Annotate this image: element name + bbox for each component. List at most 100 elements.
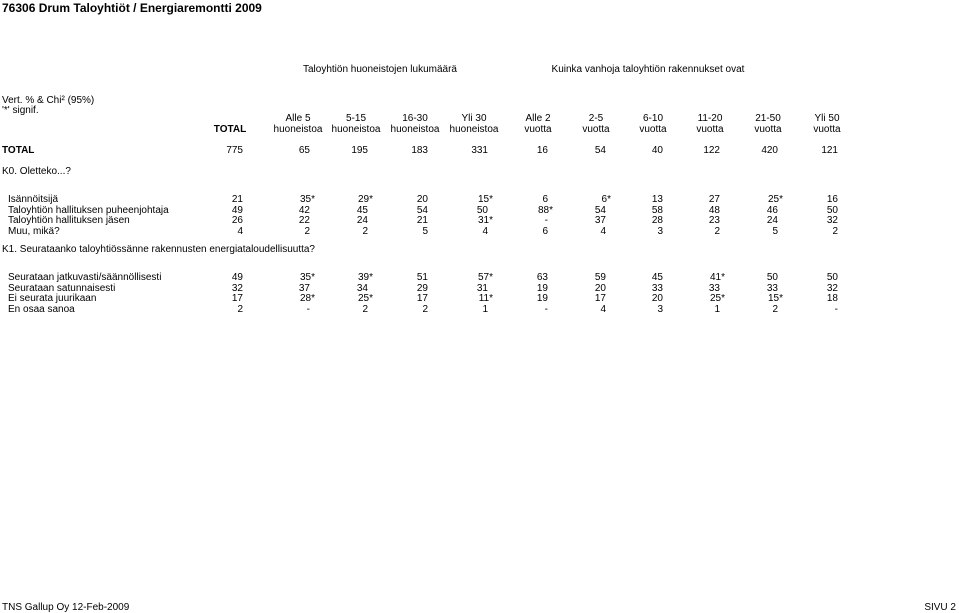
data-cell: 45 bbox=[356, 204, 368, 216]
data-cell: 32 bbox=[826, 215, 838, 226]
column-header-top: Alle 2 bbox=[525, 113, 551, 124]
data-cell: 50 bbox=[476, 204, 488, 216]
data-cell: 31 bbox=[476, 282, 488, 294]
data-cell: 22 bbox=[298, 215, 310, 226]
total-cell: 195 bbox=[351, 145, 368, 156]
stats-note: Vert. % & Chi² (95%) bbox=[2, 95, 95, 106]
data-cell: 41* bbox=[709, 272, 725, 283]
data-cell: 3 bbox=[657, 303, 663, 315]
data-cell: 2 bbox=[772, 303, 778, 315]
data-cell: - bbox=[544, 215, 548, 226]
data-cell: 49 bbox=[231, 204, 243, 216]
significance-note: '*' signif. bbox=[2, 105, 39, 116]
row-label: En osaa sanoa bbox=[8, 303, 75, 315]
data-cell: 13 bbox=[651, 194, 663, 205]
data-cell: 35* bbox=[299, 272, 315, 283]
data-cell: 1 bbox=[714, 303, 720, 315]
data-cell: 29* bbox=[357, 194, 373, 205]
data-cell: 4 bbox=[600, 225, 606, 237]
data-cell: 31* bbox=[477, 215, 493, 226]
row-label: Muu, mikä? bbox=[8, 225, 60, 237]
data-cell: 2 bbox=[714, 225, 720, 237]
row-label: Seurataan satunnaisesti bbox=[8, 282, 116, 294]
data-cell: 2 bbox=[362, 225, 368, 237]
column-header-top: Alle 5 bbox=[285, 113, 311, 124]
data-cell: 24 bbox=[356, 215, 368, 226]
question-text: K0. Oletteko...? bbox=[2, 166, 71, 177]
data-cell: 21 bbox=[231, 194, 243, 205]
data-cell: 2 bbox=[832, 225, 838, 237]
column-header-bottom: vuotta bbox=[696, 124, 724, 135]
total-cell: 121 bbox=[821, 145, 838, 156]
data-cell: 54 bbox=[594, 204, 606, 216]
data-cell: 48 bbox=[708, 204, 720, 216]
data-cell: 33 bbox=[708, 282, 720, 294]
data-cell: 29 bbox=[416, 282, 428, 294]
data-cell: 25* bbox=[709, 293, 725, 304]
data-cell: 51 bbox=[416, 272, 428, 283]
column-header-bottom: huoneistoa bbox=[273, 124, 323, 135]
total-cell: 16 bbox=[536, 145, 548, 156]
column-header-top: Yli 50 bbox=[814, 113, 840, 124]
data-cell: 39* bbox=[357, 272, 373, 283]
data-cell: 32 bbox=[826, 282, 838, 294]
total-cell: 65 bbox=[298, 145, 310, 156]
column-header-bottom: huoneistoa bbox=[449, 124, 499, 135]
row-label: Isännöitsijä bbox=[8, 194, 59, 205]
total-cell: 331 bbox=[471, 145, 488, 156]
column-header-top: 6-10 bbox=[642, 113, 663, 124]
column-header-top: 2-5 bbox=[588, 113, 604, 124]
data-cell: 42 bbox=[298, 204, 310, 216]
column-header-bottom: vuotta bbox=[524, 124, 552, 135]
total-cell: 122 bbox=[703, 145, 720, 156]
column-header-bottom: huoneistoa bbox=[390, 124, 440, 135]
footer-page-number: SIVU 2 bbox=[924, 602, 956, 613]
data-cell: 25* bbox=[767, 194, 783, 205]
data-cell: 35* bbox=[299, 194, 315, 205]
column-header-top: 16-30 bbox=[402, 113, 428, 124]
data-cell: 6 bbox=[542, 194, 548, 205]
footer-left: TNS Gallup Oy 12-Feb-2009 bbox=[2, 602, 130, 613]
data-cell: - bbox=[834, 303, 838, 315]
data-cell: 50 bbox=[826, 204, 838, 216]
data-cell: 50 bbox=[826, 272, 838, 283]
data-cell: 17 bbox=[594, 293, 606, 304]
data-cell: 59 bbox=[594, 272, 606, 283]
data-cell: 5 bbox=[422, 225, 428, 237]
data-cell: 20 bbox=[416, 194, 428, 205]
data-cell: 5 bbox=[772, 225, 778, 237]
row-label: Taloyhtiön hallituksen puheenjohtaja bbox=[8, 204, 169, 216]
column-header-top: 11-20 bbox=[697, 113, 723, 124]
data-cell: 20 bbox=[651, 293, 663, 304]
data-cell: 28 bbox=[651, 215, 663, 226]
data-cell: 4 bbox=[600, 303, 606, 315]
column-header-bottom: vuotta bbox=[813, 124, 841, 135]
data-cell: 21 bbox=[416, 215, 428, 226]
data-cell: 1 bbox=[482, 303, 488, 315]
data-cell: 4 bbox=[237, 225, 243, 237]
data-cell: 34 bbox=[356, 282, 368, 294]
column-header-total: TOTAL bbox=[213, 124, 247, 135]
column-header-top: 21-50 bbox=[755, 113, 781, 124]
data-cell: 33 bbox=[766, 282, 778, 294]
row-label: Seurataan jatkuvasti/säännöllisesti bbox=[8, 272, 162, 283]
data-cell: 19 bbox=[536, 282, 548, 294]
total-cell: 54 bbox=[594, 145, 606, 156]
data-cell: 4 bbox=[482, 225, 488, 237]
data-cell: 6 bbox=[542, 225, 548, 237]
data-cell: 50 bbox=[766, 272, 778, 283]
data-cell: - bbox=[544, 303, 548, 315]
column-header-bottom: vuotta bbox=[639, 124, 667, 135]
total-cell: 775 bbox=[226, 145, 243, 156]
report-title: 76306 Drum Taloyhtiöt / Energiaremontti … bbox=[2, 1, 262, 15]
data-cell: 17 bbox=[231, 293, 243, 304]
data-cell: 3 bbox=[657, 225, 663, 237]
data-cell: 16 bbox=[826, 194, 838, 205]
column-header-top: Yli 30 bbox=[461, 113, 487, 124]
group-header-building-age: Kuinka vanhoja taloyhtiön rakennukset ov… bbox=[551, 64, 745, 75]
column-header-bottom: vuotta bbox=[582, 124, 610, 135]
data-cell: 11* bbox=[478, 293, 493, 304]
total-row-label: TOTAL bbox=[2, 145, 35, 156]
column-header-bottom: huoneistoa bbox=[331, 124, 381, 135]
data-cell: 63 bbox=[536, 272, 548, 283]
